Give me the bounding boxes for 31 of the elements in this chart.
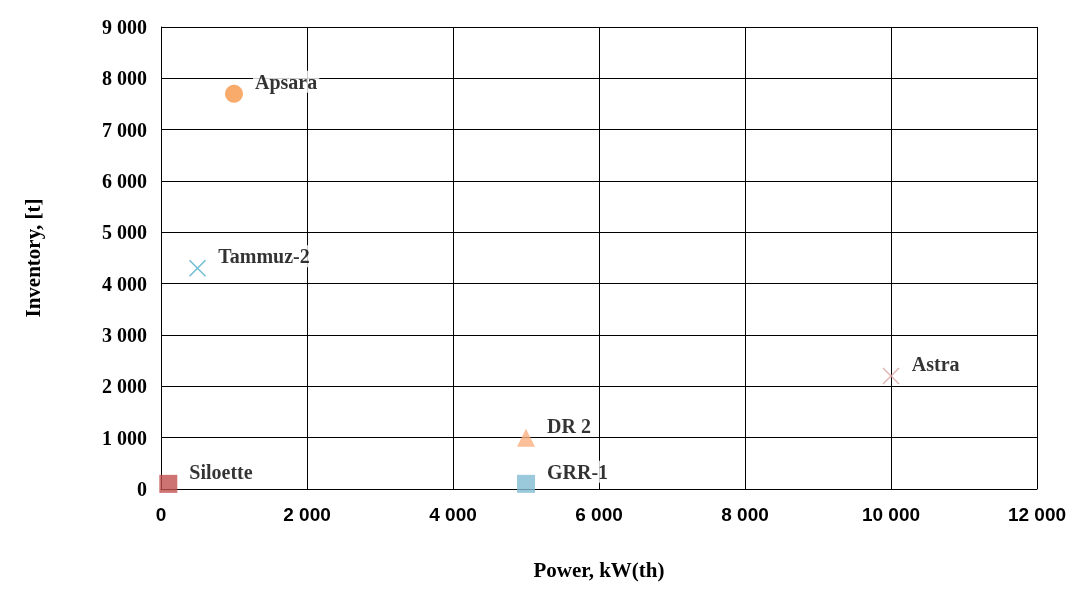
x-tick-label: 12 000	[1007, 504, 1067, 525]
point	[225, 84, 243, 103]
x-tick-label: 4 000	[429, 504, 477, 525]
y-tick-label: 7 000	[102, 118, 147, 141]
x-tick-label: 10 000	[861, 504, 921, 525]
y-tick-label: 3 000	[102, 324, 147, 346]
point	[517, 474, 535, 493]
y-axis-title: Inventory, [t]	[20, 198, 45, 318]
x-tick-label: 0	[155, 504, 167, 525]
y-tick-label: 1 000	[102, 426, 147, 449]
series-label: DR 2	[547, 414, 591, 437]
y-tick-label: 4 000	[102, 272, 147, 295]
series-label: Apsara	[255, 70, 318, 94]
y-tick-label: 8 000	[102, 67, 147, 90]
x-tick-label: 2 000	[283, 504, 331, 525]
series-label: GRR-1	[547, 460, 609, 483]
point	[159, 474, 178, 493]
point	[517, 428, 535, 447]
x-axis-title: Power, kW(th)	[533, 557, 665, 582]
x-tick-label: 6 000	[575, 504, 623, 525]
y-tick-label: 9 000	[102, 16, 147, 38]
series-label: Siloette	[189, 460, 253, 483]
y-tick-label: 2 000	[102, 375, 147, 398]
point	[188, 259, 207, 278]
series-label: Tammuz-2	[218, 245, 310, 268]
point	[882, 367, 900, 385]
y-tick-label: 5 000	[102, 221, 147, 244]
y-tick-label: 6 000	[102, 170, 147, 192]
y-tick-label: 0	[137, 478, 147, 500]
x-tick-label: 8 000	[721, 504, 769, 525]
series-label: Astra	[911, 353, 960, 376]
